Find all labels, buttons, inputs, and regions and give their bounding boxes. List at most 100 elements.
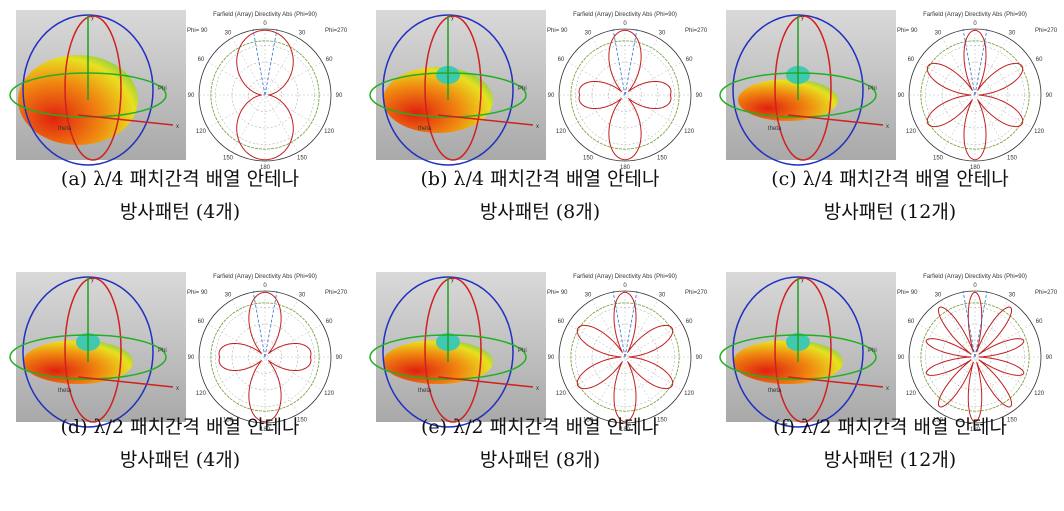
angle-label: 120 bbox=[196, 391, 207, 397]
beam-line bbox=[624, 290, 638, 358]
ring-red bbox=[64, 15, 122, 161]
pattern-3d-blob bbox=[733, 340, 843, 384]
angle-label: 90 bbox=[898, 355, 905, 361]
panel: y x Phi theta Farfield (Array) Directivity A… bbox=[719, 272, 1058, 471]
polar-threshold bbox=[210, 302, 320, 412]
angle-label: 30 bbox=[225, 293, 232, 299]
ring-red bbox=[424, 15, 482, 161]
angle-label: 0 bbox=[263, 21, 267, 27]
caption-line1: (c) λ/4 패치간격 배열 안테나 bbox=[771, 168, 1008, 190]
polar-threshold bbox=[920, 40, 1030, 150]
phi-left: Phi= 90 bbox=[547, 28, 568, 34]
polar-threshold bbox=[210, 40, 320, 150]
pattern-curve bbox=[576, 291, 674, 423]
pattern-curve bbox=[926, 29, 1024, 161]
axis-x bbox=[77, 376, 174, 388]
axis-x bbox=[77, 114, 174, 126]
angle-label: 150 bbox=[1007, 155, 1018, 161]
caption-line2: 방사패턴 (8개) bbox=[480, 449, 600, 471]
angle-label: 60 bbox=[908, 57, 915, 63]
angle-label: 0 bbox=[623, 21, 627, 27]
angle-label: 90 bbox=[548, 355, 555, 361]
axis-label: theta bbox=[58, 126, 72, 132]
angle-label: 180 bbox=[970, 165, 981, 171]
plot-title: Farfield (Array) Directivity Abs (Phi=90… bbox=[923, 12, 1027, 18]
plot-title: Farfield (Array) Directivity Abs (Phi=90… bbox=[213, 12, 317, 18]
angle-label: 120 bbox=[556, 391, 567, 397]
angle-label: 150 bbox=[583, 417, 594, 423]
beam-line bbox=[252, 290, 266, 358]
pattern-3d-blob bbox=[18, 55, 138, 145]
angle-label: 90 bbox=[336, 355, 343, 361]
caption-line1: (e) λ/2 패치간격 배열 안테나 bbox=[421, 416, 659, 438]
phi-right: Phi=270 bbox=[1035, 28, 1058, 34]
angle-label: 120 bbox=[906, 391, 917, 397]
angle-label: 30 bbox=[1009, 293, 1016, 299]
phi-right: Phi=270 bbox=[325, 290, 348, 296]
angle-label: 0 bbox=[973, 21, 977, 27]
axis-label: Phi bbox=[868, 86, 877, 92]
angle-label: 60 bbox=[686, 319, 693, 325]
angle-label: 90 bbox=[1046, 93, 1053, 99]
angle-label: 150 bbox=[223, 155, 234, 161]
angle-label: 30 bbox=[225, 31, 232, 37]
pattern-curve bbox=[578, 29, 672, 161]
ring-red bbox=[424, 277, 482, 423]
caption-line2: 방사패턴 (8개) bbox=[480, 201, 600, 223]
angle-label: 120 bbox=[1034, 129, 1045, 135]
caption-line1: (d) λ/2 패치간격 배열 안테나 bbox=[61, 416, 300, 438]
angle-label: 30 bbox=[299, 31, 306, 37]
angle-label: 60 bbox=[686, 57, 693, 63]
beam-line bbox=[264, 290, 278, 358]
axis-x bbox=[437, 114, 534, 126]
panel: y x Phi theta Farfield (Array) Directivity A… bbox=[369, 10, 708, 223]
plot-title: Farfield (Array) Directivity Abs (Phi=90… bbox=[573, 12, 677, 18]
phi-left: Phi= 90 bbox=[897, 290, 918, 296]
polar-ring bbox=[591, 61, 659, 129]
angle-label: 30 bbox=[585, 31, 592, 37]
axis-label: theta bbox=[768, 388, 782, 394]
angle-label: 120 bbox=[556, 129, 567, 135]
beam-line bbox=[612, 28, 626, 96]
axis-label: Phi bbox=[518, 86, 527, 92]
axis-x bbox=[437, 376, 534, 388]
axis-label: Phi bbox=[868, 348, 877, 354]
panel: y x Phi theta Farfield (Array) Directivity A… bbox=[369, 272, 708, 471]
angle-label: 150 bbox=[1007, 417, 1018, 423]
angle-label: 60 bbox=[326, 57, 333, 63]
axis-label: theta bbox=[768, 126, 782, 132]
beam-line bbox=[962, 28, 976, 96]
phi-left: Phi= 90 bbox=[187, 28, 208, 34]
caption-line1: (f) λ/2 패치간격 배열 안테나 bbox=[773, 416, 1007, 438]
angle-label: 30 bbox=[1009, 31, 1016, 37]
angle-label: 150 bbox=[297, 155, 308, 161]
axis-label: y bbox=[801, 277, 804, 283]
beam-line bbox=[974, 28, 988, 96]
angle-label: 60 bbox=[198, 319, 205, 325]
angle-label: 150 bbox=[933, 155, 944, 161]
axis-x bbox=[787, 114, 884, 126]
caption-line2: 방사패턴 (4개) bbox=[120, 201, 240, 223]
angle-label: 60 bbox=[326, 319, 333, 325]
angle-label: 60 bbox=[1036, 319, 1043, 325]
axis-label: x bbox=[176, 386, 179, 392]
angle-label: 150 bbox=[297, 417, 308, 423]
angle-label: 180 bbox=[620, 427, 631, 433]
beam-line bbox=[252, 28, 266, 96]
beam-line bbox=[974, 290, 988, 358]
angle-label: 120 bbox=[196, 129, 207, 135]
axis-label: x bbox=[536, 124, 539, 130]
angle-label: 150 bbox=[933, 417, 944, 423]
angle-label: 180 bbox=[620, 165, 631, 171]
beam-line bbox=[962, 290, 976, 358]
polar-threshold bbox=[920, 302, 1030, 412]
polar-ring bbox=[231, 323, 299, 391]
pattern-3d-blob bbox=[23, 340, 133, 384]
angle-label: 0 bbox=[263, 283, 267, 289]
angle-label: 30 bbox=[935, 31, 942, 37]
axis-label: theta bbox=[418, 388, 432, 394]
panel: y x Phi theta Farfield (Array) Directivity A… bbox=[719, 10, 1058, 223]
angle-label: 90 bbox=[696, 355, 703, 361]
axis-label: y bbox=[91, 15, 94, 21]
angle-label: 120 bbox=[906, 129, 917, 135]
